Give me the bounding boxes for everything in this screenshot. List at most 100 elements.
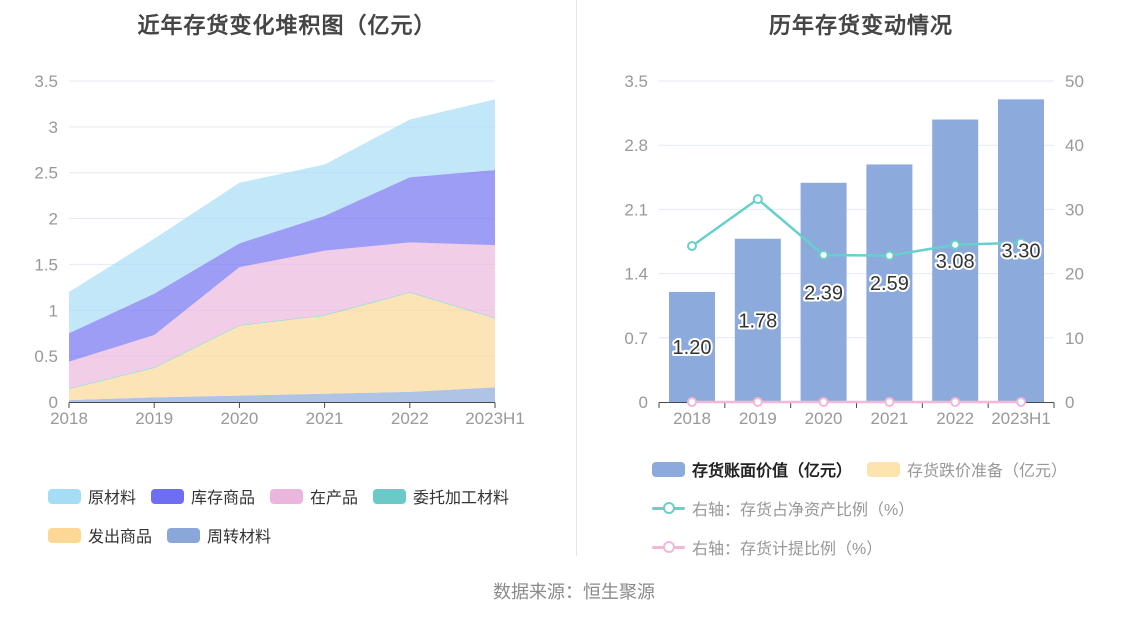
bar-value-label: 2.39	[804, 282, 843, 304]
legend-row: 存货账面价值（亿元） 存货跌价准备（亿元）	[652, 457, 1067, 481]
right-chart-legend: 存货账面价值（亿元） 存货跌价准备（亿元） 右轴：存货占净资产比例（%） 右轴：存货计…	[652, 457, 1067, 559]
line-marker	[687, 240, 697, 251]
line-marker	[884, 250, 895, 261]
bar-value-label: 1.20	[673, 337, 712, 359]
y-axis-tick-label: 2	[49, 210, 58, 229]
bar-2020[interactable]	[800, 182, 847, 402]
legend-item-发出商品[interactable]: 发出商品	[48, 523, 152, 547]
x-axis-tick-label: 2019	[135, 409, 173, 428]
y-axis-tick-label: 3.5	[34, 72, 58, 91]
line-marker	[950, 397, 961, 407]
right-y-tick-label: 10	[1065, 329, 1084, 348]
legend-item-原材料[interactable]: 原材料	[48, 484, 136, 508]
line-marker	[752, 194, 763, 205]
line-marker	[818, 249, 829, 260]
bar-2023H1[interactable]	[998, 99, 1044, 402]
legend-label: 委托加工材料	[413, 490, 510, 507]
right-chart-title: 历年存货变动情况	[768, 13, 953, 38]
legend-item-存货账面价值（亿元）[interactable]: 存货账面价值（亿元）	[652, 457, 852, 481]
x-axis-tick-label: 2020	[805, 409, 843, 428]
left-y-tick-label: 2.8	[624, 136, 648, 155]
legend-label: 右轴：存货计提比例（%）	[692, 541, 883, 558]
legend-label: 发出商品	[88, 529, 153, 546]
bar-value-label: 1.78	[738, 310, 777, 332]
stacked-area-plot: 0 0.5 1 1.5 2 2.5 3 3.5 2018 2019 2020 2021 2022 2023…	[34, 72, 525, 428]
legend-item-委托加工材料[interactable]: 委托加工材料	[373, 484, 509, 508]
legend-item-周转材料[interactable]: 周转材料	[167, 523, 271, 547]
x-axis-tick-label: 2022	[391, 409, 429, 428]
bar-value-label: 3.30	[1002, 241, 1041, 263]
legend-line-marker-icon	[652, 500, 685, 516]
x-axis-tick-label: 2018	[50, 409, 88, 428]
x-axis-tick-label: 2020	[220, 409, 258, 428]
left-y-tick-label: 1.4	[624, 265, 648, 284]
left-y-tick-label: 0.7	[624, 329, 648, 348]
legend-label: 库存商品	[191, 490, 256, 507]
area-series-在产品[interactable]	[69, 242, 495, 389]
line-marker	[1016, 237, 1026, 248]
y-axis-tick-label: 0	[49, 393, 58, 412]
legend-swatch-icon	[48, 527, 81, 543]
right-y-tick-label: 0	[1065, 393, 1074, 412]
legend-swatch-icon	[151, 488, 185, 504]
y-axis-tick-label: 1	[49, 301, 58, 320]
bar-value-label: 2.59	[870, 273, 909, 295]
x-axis-tick-label: 2021	[306, 409, 344, 428]
bar-line-plot: 0 0 0.7 10 1.4 20 2.1 30 2.8 40 3.5 50 2018 2019 2020 2…	[624, 72, 1084, 428]
right-y-tick-label: 40	[1065, 136, 1084, 155]
y-axis-tick-label: 2.5	[34, 164, 58, 183]
area-series-周转材料[interactable]	[69, 387, 495, 402]
legend-swatch-icon	[373, 488, 407, 504]
left-y-tick-label: 0	[639, 393, 648, 412]
legend-item-右轴：存货计提比例（%）[interactable]: 右轴：存货计提比例（%）	[652, 535, 882, 559]
legend-row: 右轴：存货计提比例（%）	[652, 535, 1067, 559]
area-series-库存商品[interactable]	[69, 169, 495, 362]
panel-divider	[576, 0, 577, 556]
legend-label: 在产品	[310, 490, 359, 507]
data-source-note: 数据来源：恒生聚源	[493, 582, 655, 602]
legend-row: 右轴：存货占净资产比例（%）	[652, 496, 1067, 520]
line-marker	[752, 397, 763, 407]
legend-item-右轴：存货占净资产比例（%）[interactable]: 右轴：存货占净资产比例（%）	[652, 496, 914, 520]
y-axis-tick-label: 1.5	[34, 255, 58, 274]
legend-label: 存货账面价值（亿元）	[692, 463, 853, 480]
bar-value-label: 3.08	[936, 251, 975, 273]
legend-swatch-icon	[867, 461, 901, 477]
legend-line-marker-icon	[652, 539, 685, 555]
legend-swatch-icon	[652, 461, 685, 477]
x-axis-tick-label: 2022	[936, 409, 974, 428]
legend-row: 发出商品 周转材料	[48, 523, 509, 547]
legend-row: 原材料 库存商品 在产品 委托加工材料	[48, 484, 509, 508]
legend-label: 原材料	[88, 490, 137, 507]
bar-2018[interactable]	[669, 291, 715, 402]
bar-2021[interactable]	[866, 164, 913, 402]
legend-swatch-icon	[270, 488, 304, 504]
bar-2022[interactable]	[932, 119, 979, 403]
line-series-右轴：存货占净资产比例（%）[interactable]	[691, 197, 1022, 257]
area-series-发出商品[interactable]	[69, 292, 495, 401]
area-series-原材料[interactable]	[69, 99, 495, 334]
legend-item-存货跌价准备（亿元）[interactable]: 存货跌价准备（亿元）	[867, 457, 1067, 481]
line-marker	[687, 397, 697, 407]
line-marker	[1016, 397, 1026, 407]
left-y-tick-label: 2.1	[624, 200, 648, 219]
left-chart-title: 近年存货变化堆积图（亿元）	[137, 13, 437, 38]
legend-label: 右轴：存货占净资产比例（%）	[692, 502, 915, 519]
legend-label: 周转材料	[207, 529, 272, 546]
legend-item-库存商品[interactable]: 库存商品	[151, 484, 255, 508]
x-axis-tick-label: 2021	[870, 409, 908, 428]
bar-line-chart-panel: 历年存货变动情况 0 0 0.7 10 1.4 20 2.1 30 2.8 40 3.5 50 2018…	[574, 0, 1148, 560]
left-y-tick-label: 3.5	[624, 72, 648, 91]
x-axis-tick-label: 2019	[739, 409, 777, 428]
stacked-area-chart-panel: 近年存货变化堆积图（亿元） 0 0.5 1 1.5 2 2.5 3 3.5 2018 2019 20…	[0, 0, 574, 560]
legend-label: 存货跌价准备（亿元）	[907, 463, 1068, 480]
x-axis-tick-label: 2023H1	[465, 409, 525, 428]
right-y-tick-label: 50	[1065, 72, 1084, 91]
line-marker	[884, 397, 895, 407]
legend-item-在产品[interactable]: 在产品	[270, 484, 358, 508]
legend-swatch-icon	[167, 527, 201, 543]
legend-swatch-icon	[48, 488, 81, 504]
line-marker	[950, 239, 961, 250]
bar-2019[interactable]	[734, 238, 781, 402]
